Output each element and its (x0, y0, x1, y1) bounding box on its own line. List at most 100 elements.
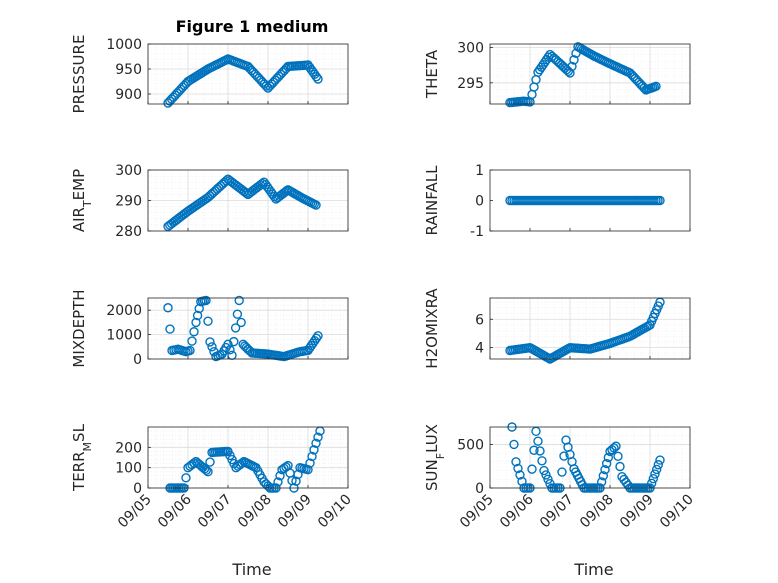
data-point (537, 456, 547, 466)
data-point (201, 465, 211, 475)
y-axis-label: MIXDEPTH (70, 289, 88, 367)
x-axis-label-right: Time (573, 560, 613, 579)
plot-area (490, 44, 690, 104)
data-point (651, 464, 662, 475)
x-tick-label: 09/06 (155, 491, 195, 531)
data-point (232, 309, 243, 319)
x-tick-label: 09/06 (497, 491, 537, 531)
data-point (529, 445, 539, 455)
y-tick-label: 0 (475, 481, 484, 497)
y-axis-label: AIRTEMP (70, 169, 94, 232)
y-axis-label: H2OMIXRA (423, 288, 441, 369)
data-point (596, 477, 607, 487)
data-point (225, 345, 235, 355)
y-axis-label: TERRMSL (70, 423, 94, 492)
data-point (613, 451, 623, 462)
plot-area (148, 427, 348, 488)
axes-box (489, 426, 691, 489)
y-axis-label: PRESSURE (70, 35, 88, 114)
y-tick-label: 280 (115, 224, 142, 240)
data-point (601, 458, 612, 469)
data-point (187, 336, 197, 346)
axes-box (147, 43, 349, 105)
y-tick-label: 950 (115, 62, 142, 78)
data-point (229, 336, 239, 347)
axes-box (147, 297, 349, 360)
data-point (311, 200, 321, 210)
data-point (559, 451, 569, 461)
data-point (205, 457, 215, 467)
y-tick-label: -1 (470, 224, 484, 240)
data-point (533, 436, 543, 446)
subplot-rainfall: -1 0 1 RAINFALL (423, 163, 691, 240)
data-point (291, 476, 301, 486)
data-point (611, 441, 621, 451)
data-point (650, 469, 660, 479)
data-point (203, 316, 213, 326)
y-tick-label: 0 (133, 481, 142, 497)
y-axis-label: RAINFALL (423, 165, 441, 236)
data-point (655, 455, 665, 465)
y-tick-label: 1000 (106, 37, 142, 53)
data-point (273, 477, 283, 487)
data-point (275, 471, 285, 481)
y-tick-label: 900 (115, 87, 142, 103)
data-point (515, 470, 525, 480)
data-point (655, 195, 665, 206)
axes-box (147, 426, 349, 489)
data-point (237, 458, 247, 468)
data-point (261, 81, 271, 91)
x-axis-label-left: Time (231, 560, 271, 579)
data-point (192, 310, 203, 321)
data-point (517, 476, 527, 487)
data-point (511, 457, 521, 467)
data-point (648, 474, 659, 484)
x-tick-label: 09/08 (235, 492, 275, 532)
data-point (189, 327, 199, 337)
data-point (543, 474, 553, 484)
data-point (569, 55, 579, 65)
y-tick-label: 6 (475, 312, 484, 328)
x-tick-label: 09/07 (537, 492, 577, 532)
y-tick-label: 0 (475, 194, 484, 210)
data-point (509, 439, 519, 450)
x-tick-label: 09/10 (657, 492, 697, 532)
y-axis-label: SUNFLUX (423, 424, 447, 491)
data-point (203, 467, 213, 477)
data-point (513, 463, 523, 474)
data-point (313, 432, 323, 442)
data-point (181, 473, 191, 483)
x-tick-label: 09/08 (577, 492, 617, 532)
data-point (567, 61, 577, 72)
data-point (236, 317, 246, 328)
y-axis-label: THETA (423, 49, 441, 99)
subplot-mixdepth: 0 1000 2000 MIXDEPTH (70, 289, 349, 368)
data-point (305, 458, 315, 468)
data-point (603, 452, 614, 463)
data-point (207, 342, 217, 352)
x-tick-label: 09/09 (275, 492, 315, 532)
y-tick-label: 2000 (106, 303, 142, 319)
y-tick-label: 300 (115, 163, 142, 179)
axes-box (489, 43, 691, 105)
y-tick-label: 100 (115, 461, 142, 477)
data-point (191, 317, 201, 328)
data-point (303, 465, 313, 475)
data-point (651, 81, 661, 92)
y-tick-label: 500 (457, 437, 484, 453)
y-tick-label: 300 (457, 41, 484, 57)
x-tick-label: 09/05 (115, 492, 155, 532)
data-point (609, 443, 619, 453)
y-tick-label: 4 (475, 341, 484, 357)
y-tick-label: 1 (475, 163, 484, 179)
data-point (165, 324, 175, 334)
data-point (313, 331, 323, 341)
data-point (185, 345, 195, 356)
data-point (311, 438, 321, 448)
subplot-theta: 295 300 THETA (423, 41, 691, 108)
data-point (527, 464, 537, 474)
subplot-air-temp: 280 290 300 AIRTEMP (70, 163, 349, 240)
subplot-h2omixra: 4 6 H2OMIXRA (423, 288, 691, 369)
